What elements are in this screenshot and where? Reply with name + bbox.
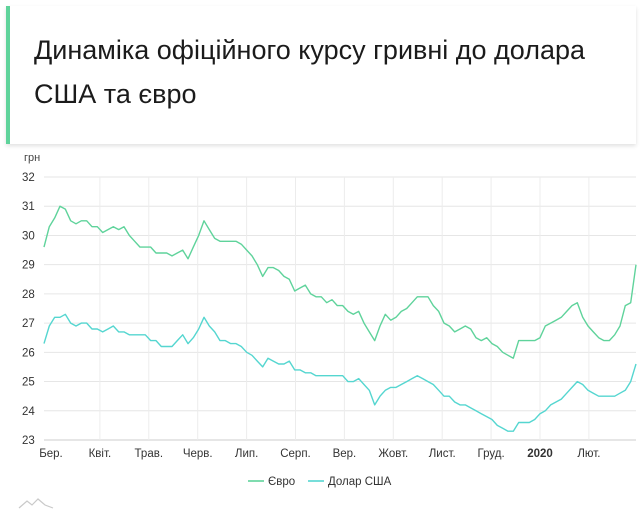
y-tick-label: 30 xyxy=(22,230,35,242)
series-line-usd xyxy=(43,313,637,432)
x-tick-label: Черв. xyxy=(183,448,213,460)
y-tick-label: 31 xyxy=(22,201,35,213)
y-axis-unit-label: грн xyxy=(24,152,41,164)
x-axis-ticks: Бер. Квіт. Трав. Черв. Лип. Серп. Вер. Жовт. Лис… xyxy=(39,448,600,460)
y-tick-label: 27 xyxy=(22,318,35,330)
chart-legend[interactable]: Євро Долар США xyxy=(248,476,392,488)
y-tick-label: 29 xyxy=(22,260,35,272)
x-tick-label: Квіт. xyxy=(89,448,112,460)
chart-series xyxy=(43,205,637,432)
x-tick-label: Жовт. xyxy=(378,448,408,460)
page-title: Динаміка офіційного курсу гривні до дола… xyxy=(34,35,586,109)
y-tick-label: 23 xyxy=(22,435,35,447)
x-tick-label: Бер. xyxy=(39,448,63,460)
y-axis-ticks: 32 31 30 29 28 27 26 25 24 23 xyxy=(22,172,35,447)
legend-label: Євро xyxy=(268,476,295,488)
series-line-euro xyxy=(43,205,637,359)
mountain-logo-icon xyxy=(18,496,54,514)
y-tick-label: 28 xyxy=(22,289,35,301)
legend-item-euro[interactable]: Євро xyxy=(248,476,295,488)
chart-grid xyxy=(44,176,636,441)
y-tick-label: 25 xyxy=(22,377,35,389)
x-tick-label: Лист. xyxy=(429,448,456,460)
x-tick-label: Лют. xyxy=(577,448,600,460)
x-tick-label: Лип. xyxy=(235,448,258,460)
title-card: Динаміка офіційного курсу гривні до дола… xyxy=(6,6,636,144)
exchange-rate-chart: 32 31 30 29 28 27 26 25 24 23 Бер. Квіт. Трав. Черв.… xyxy=(22,172,637,488)
x-tick-label: Груд. xyxy=(478,448,505,460)
x-tick-label: Серп. xyxy=(280,448,311,460)
y-tick-label: 26 xyxy=(22,347,35,359)
y-tick-label: 32 xyxy=(22,172,35,184)
legend-label: Долар США xyxy=(328,476,392,488)
legend-item-usd[interactable]: Долар США xyxy=(308,476,392,488)
x-tick-label: 2020 xyxy=(527,448,553,460)
x-tick-label: Трав. xyxy=(135,448,163,460)
x-tick-label: Вер. xyxy=(333,448,357,460)
y-tick-label: 24 xyxy=(22,406,35,418)
